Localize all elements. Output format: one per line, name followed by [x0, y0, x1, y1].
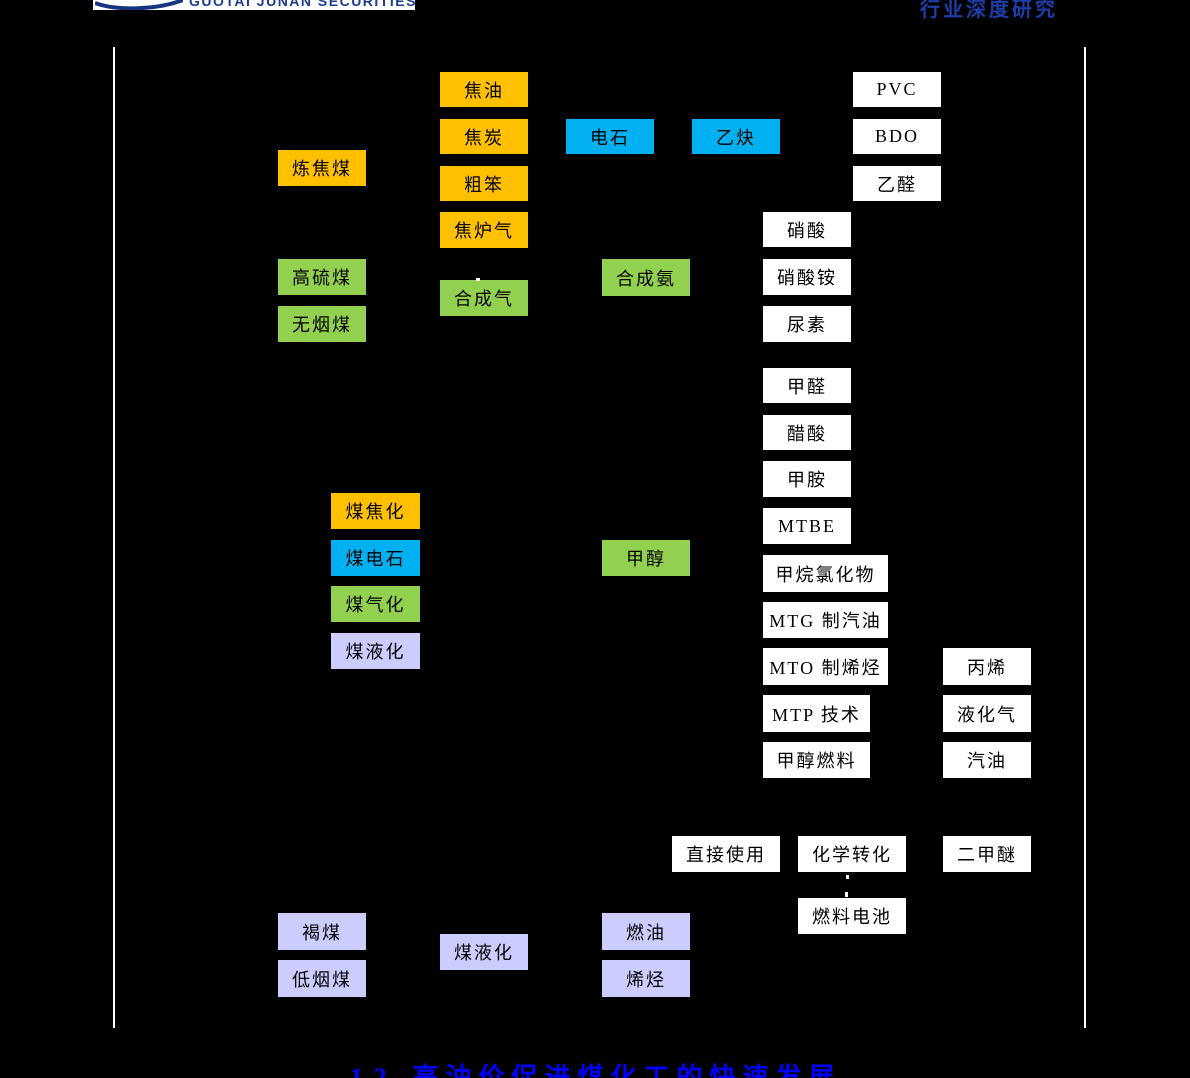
- diagram-box-direct-use: 直接使用: [672, 836, 780, 872]
- diagram-box-lignite: 褐煤: [278, 913, 366, 950]
- diagram-box-acetic-acid: 醋酸: [763, 415, 851, 450]
- diagram-box-nitric-acid: 硝酸: [763, 212, 851, 247]
- diagram-box-high-sulfur-coal: 高硫煤: [278, 259, 366, 295]
- diagram-box-ammonium-nitrate: 硝酸铵: [763, 259, 851, 295]
- diagram-box-olefins: 烯烃: [602, 960, 690, 997]
- logo-swoosh-icon: [95, 0, 183, 10]
- diagram-box-fuel-cell: 燃料电池: [798, 898, 906, 934]
- diagram-box-mtp-technology: MTP 技术: [763, 695, 870, 732]
- diagram-box-coke: 焦炭: [440, 119, 528, 154]
- diagram-box-lpg: 液化气: [943, 695, 1031, 732]
- diagram-box-mtbe: MTBE: [763, 508, 851, 544]
- diagram-box-coal-coking: 煤焦化: [331, 493, 420, 529]
- report-type-label: 行业深度研究: [920, 0, 1058, 21]
- diagram-box-low-smoke-coal: 低烟煤: [278, 960, 366, 997]
- diagram-box-syngas: 合成气: [440, 280, 528, 316]
- diagram-box-methanol-fuel: 甲醇燃料: [763, 742, 870, 778]
- diagram-box-acetaldehyde: 乙醛: [853, 166, 941, 201]
- diagram-box-coal-liquefaction-2: 煤液化: [440, 934, 528, 970]
- diagram-box-coal-carbide: 煤电石: [331, 540, 420, 576]
- diagram-box-fuel-oil: 燃油: [602, 913, 690, 950]
- diagram-box-anthracite: 无烟煤: [278, 306, 366, 342]
- logo-text: GUOTAI JUNAN SECURITIES: [189, 0, 415, 9]
- guotai-junan-logo: GUOTAI JUNAN SECURITIES: [93, 0, 415, 10]
- section-number: 1.2: [350, 1063, 389, 1078]
- diagram-box-gasoline: 汽油: [943, 742, 1031, 778]
- diagram-box-pvc: PVC: [853, 72, 941, 107]
- diagram-box-coke-oven-gas: 焦炉气: [440, 212, 528, 248]
- diagram-box-mto-olefins: MTO 制烯烃: [763, 648, 888, 685]
- section-title-text: 高油价促进煤化工的快速发展: [412, 1063, 842, 1078]
- diagram-box-formaldehyde: 甲醛: [763, 368, 851, 403]
- diagram-box-methanol: 甲醇: [602, 540, 690, 576]
- diagram-box-chemical-conversion: 化学转化: [798, 836, 906, 872]
- diagram-box-methane-chlorides: 甲烷氯化物: [763, 555, 888, 592]
- connector-remnant: [845, 892, 848, 897]
- connector-remnant: [476, 278, 480, 281]
- diagram-box-mtg-gasoline: MTG 制汽油: [763, 602, 888, 638]
- diagram-box-coal-gasification: 煤气化: [331, 586, 420, 622]
- diagram-box-bdo: BDO: [853, 119, 941, 154]
- diagram-box-methylamine: 甲胺: [763, 461, 851, 497]
- diagram-box-acetylene: 乙炔: [692, 119, 780, 154]
- diagram-box-calcium-carbide: 电石: [566, 119, 654, 154]
- diagram-box-dimethyl-ether: 二甲醚: [943, 836, 1031, 872]
- diagram-box-synthetic-ammonia: 合成氨: [602, 259, 690, 296]
- diagram-box-coking-coal: 炼焦煤: [278, 150, 366, 186]
- section-title: 1.2 高油价促进煤化工的快速发展: [350, 1057, 842, 1078]
- diagram-box-coal-liquefaction: 煤液化: [331, 633, 420, 669]
- diagram-box-urea: 尿素: [763, 306, 851, 342]
- diagram-box-coal-tar: 焦油: [440, 72, 528, 107]
- figure-border-left: [113, 47, 115, 1028]
- diagram-box-crude-benzene: 粗笨: [440, 166, 528, 201]
- figure-border-right: [1084, 47, 1086, 1028]
- connector-remnant: [846, 875, 849, 879]
- diagram-box-propylene: 丙烯: [943, 648, 1031, 685]
